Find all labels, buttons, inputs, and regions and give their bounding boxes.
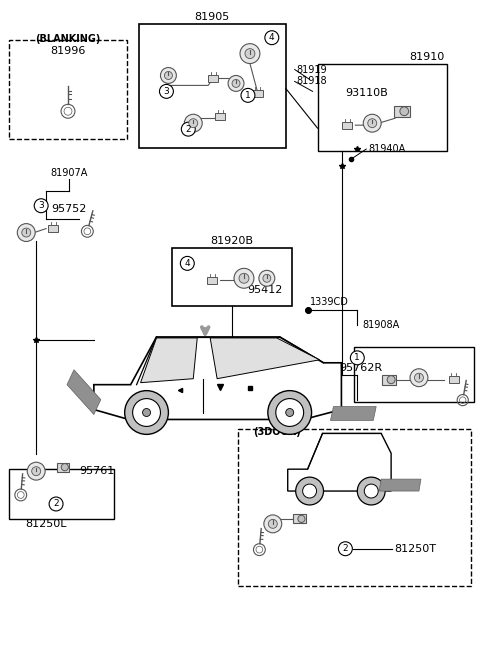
Circle shape bbox=[228, 75, 244, 92]
Text: 81908A: 81908A bbox=[362, 320, 399, 330]
Text: (BLANKING): (BLANKING) bbox=[36, 33, 101, 44]
Text: 3: 3 bbox=[38, 201, 44, 210]
Circle shape bbox=[32, 467, 41, 476]
Polygon shape bbox=[67, 370, 101, 415]
Circle shape bbox=[22, 228, 31, 237]
Text: 81919: 81919 bbox=[297, 64, 327, 75]
Text: 4: 4 bbox=[184, 259, 190, 268]
Text: 81905: 81905 bbox=[194, 12, 230, 22]
Text: 1: 1 bbox=[245, 91, 251, 100]
Circle shape bbox=[189, 119, 198, 128]
Circle shape bbox=[410, 369, 428, 386]
Circle shape bbox=[61, 464, 68, 471]
Circle shape bbox=[27, 462, 45, 480]
Text: 95752: 95752 bbox=[51, 204, 87, 214]
Circle shape bbox=[302, 484, 316, 498]
Text: 4: 4 bbox=[269, 33, 275, 42]
Bar bbox=[238, 430, 471, 586]
Text: 1339CD: 1339CD bbox=[310, 297, 348, 307]
Circle shape bbox=[240, 44, 260, 64]
Circle shape bbox=[184, 114, 202, 132]
Text: (3DOOR): (3DOOR) bbox=[253, 427, 300, 438]
Circle shape bbox=[181, 122, 195, 136]
Circle shape bbox=[49, 497, 63, 511]
Circle shape bbox=[357, 477, 385, 505]
Text: 93110B: 93110B bbox=[346, 88, 388, 98]
Bar bbox=[172, 248, 292, 306]
Circle shape bbox=[239, 273, 249, 283]
Circle shape bbox=[263, 274, 271, 282]
Circle shape bbox=[234, 269, 254, 288]
Bar bbox=[253, 90, 263, 97]
Text: 2: 2 bbox=[185, 124, 191, 134]
Circle shape bbox=[364, 484, 378, 498]
Bar bbox=[382, 375, 396, 384]
Text: 95412: 95412 bbox=[247, 285, 282, 295]
Text: 81907A: 81907A bbox=[50, 168, 88, 178]
Circle shape bbox=[132, 399, 160, 426]
Bar bbox=[139, 24, 286, 148]
Circle shape bbox=[245, 48, 255, 58]
Text: 2: 2 bbox=[53, 500, 59, 508]
Polygon shape bbox=[330, 407, 376, 421]
Circle shape bbox=[180, 256, 194, 271]
Circle shape bbox=[159, 84, 173, 98]
Circle shape bbox=[125, 390, 168, 434]
Circle shape bbox=[363, 114, 381, 132]
Bar bbox=[9, 469, 114, 519]
Circle shape bbox=[143, 409, 151, 417]
Polygon shape bbox=[94, 337, 341, 419]
Text: 1: 1 bbox=[354, 353, 360, 362]
Circle shape bbox=[286, 409, 294, 417]
Circle shape bbox=[415, 373, 423, 382]
Polygon shape bbox=[379, 479, 421, 491]
Circle shape bbox=[387, 376, 395, 384]
Circle shape bbox=[165, 71, 172, 79]
Bar bbox=[48, 225, 58, 232]
Circle shape bbox=[268, 519, 277, 529]
Text: 2: 2 bbox=[343, 544, 348, 553]
Bar bbox=[215, 113, 225, 120]
Circle shape bbox=[338, 542, 352, 555]
Circle shape bbox=[265, 31, 279, 45]
Bar bbox=[318, 64, 447, 151]
Circle shape bbox=[160, 67, 176, 83]
Bar bbox=[342, 122, 352, 128]
Bar bbox=[208, 75, 218, 82]
Text: 95762R: 95762R bbox=[339, 363, 383, 373]
Bar bbox=[354, 347, 474, 402]
Text: 81250T: 81250T bbox=[394, 544, 436, 553]
Bar bbox=[395, 106, 410, 117]
Bar bbox=[57, 462, 69, 472]
Polygon shape bbox=[210, 338, 320, 379]
Circle shape bbox=[368, 119, 377, 128]
Circle shape bbox=[259, 271, 275, 286]
Bar bbox=[449, 376, 459, 383]
Bar bbox=[9, 40, 127, 139]
Circle shape bbox=[350, 351, 364, 365]
Text: 95761: 95761 bbox=[79, 466, 114, 476]
Circle shape bbox=[296, 477, 324, 505]
Polygon shape bbox=[288, 434, 391, 491]
Polygon shape bbox=[141, 338, 197, 383]
Bar bbox=[207, 277, 217, 284]
Text: 81940A: 81940A bbox=[368, 144, 406, 154]
Bar bbox=[293, 514, 306, 523]
Circle shape bbox=[241, 88, 255, 102]
Text: 81250L: 81250L bbox=[25, 519, 67, 529]
Circle shape bbox=[400, 107, 408, 116]
Circle shape bbox=[34, 198, 48, 213]
Circle shape bbox=[17, 223, 35, 242]
Text: 81910: 81910 bbox=[409, 52, 445, 62]
Circle shape bbox=[276, 399, 304, 426]
Text: 81996: 81996 bbox=[50, 46, 86, 56]
Circle shape bbox=[232, 79, 240, 87]
Text: 81920B: 81920B bbox=[211, 236, 253, 246]
Text: 81918: 81918 bbox=[297, 77, 327, 86]
Circle shape bbox=[264, 515, 282, 533]
Circle shape bbox=[268, 390, 312, 434]
Text: 3: 3 bbox=[164, 87, 169, 96]
Circle shape bbox=[298, 515, 305, 523]
